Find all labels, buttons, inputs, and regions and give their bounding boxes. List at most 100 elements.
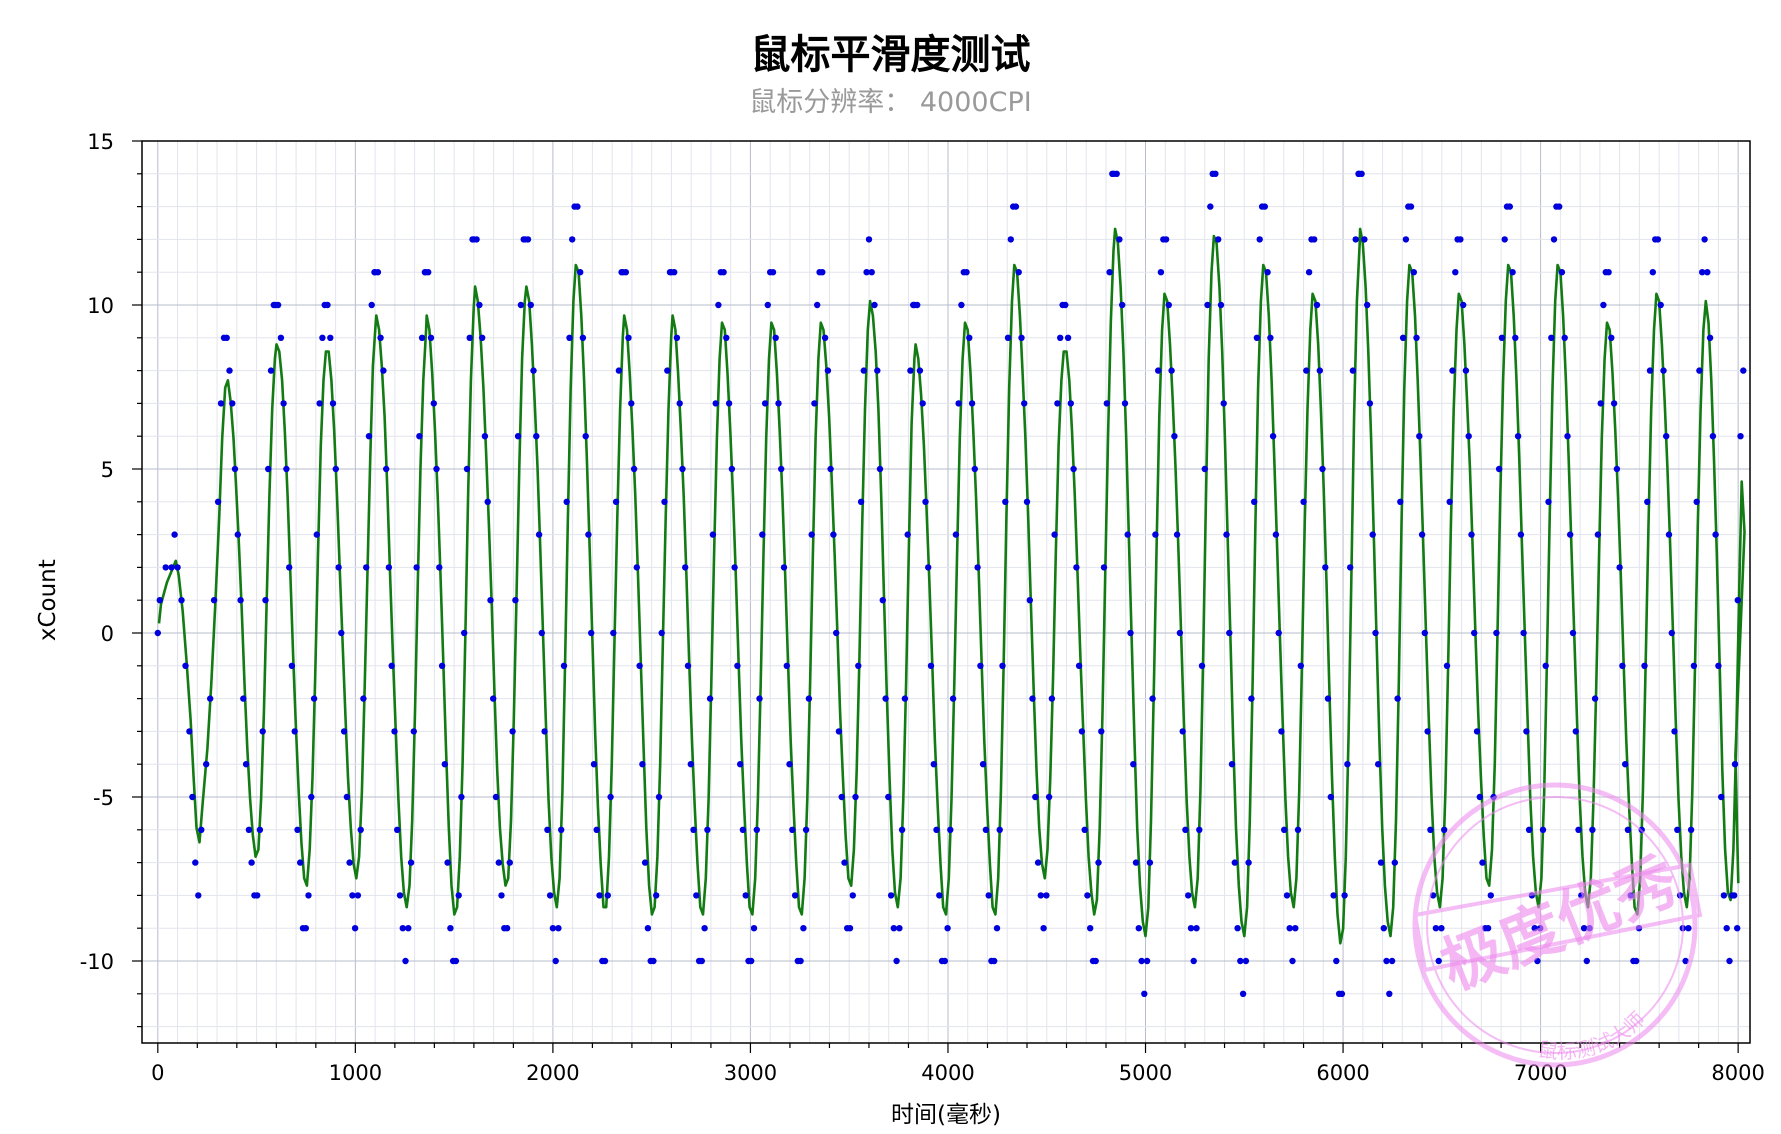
data-point [887,892,895,899]
data-point [684,662,692,669]
smoothed-line [157,227,1746,945]
x-axis-title: 时间(毫秒) [891,1102,1001,1128]
data-point [210,597,218,604]
data-point [427,334,435,341]
data-point [1231,859,1239,866]
data-point [1215,236,1222,243]
data-point [1438,925,1445,932]
x-tick-label: 6000 [1316,1061,1369,1085]
data-point [775,400,782,407]
data-point [593,826,600,833]
data-point [690,826,697,833]
data-point [354,892,362,899]
data-point [577,269,584,276]
data-point [791,892,799,899]
data-point [1067,400,1075,407]
y-tick-label: 10 [87,294,114,318]
data-point [709,531,717,538]
data-point [1358,170,1365,177]
y-axis-title: xCount [35,559,61,641]
data-point [1292,925,1299,932]
data-point [182,662,189,669]
data-point [927,662,935,669]
data-point [305,892,312,899]
data-point [1032,793,1039,801]
data-point [1446,498,1453,505]
data-point [226,367,233,374]
data-point [1624,826,1632,833]
data-point [1283,892,1291,899]
data-point [533,433,540,440]
data-point [871,301,878,309]
data-point [262,597,269,604]
data-point [971,465,978,473]
data-point [1638,826,1645,833]
data-point [171,531,178,538]
data-point [1020,400,1028,407]
data-point [985,892,992,899]
data-point [1583,957,1591,965]
data-point [394,826,401,833]
data-point [436,564,443,571]
data-point [335,564,342,571]
data-point [256,826,264,833]
data-point [797,957,804,965]
data-point [1294,826,1302,833]
x-tick-label: 7000 [1514,1061,1567,1085]
data-point [1253,334,1261,341]
data-point [455,892,462,899]
data-point [1734,597,1742,604]
data-point [596,892,603,899]
data-point [1073,564,1080,571]
data-point [734,662,741,669]
data-point [941,957,948,965]
data-point [1242,957,1250,965]
data-point [242,761,250,768]
data-point [425,269,432,276]
data-point [1311,236,1318,243]
data-point [1234,925,1241,932]
x-tick-label: 0 [151,1061,164,1085]
data-point [601,957,609,965]
data-point [267,367,275,374]
data-point [402,957,409,965]
data-point [329,400,337,407]
data-point [1418,531,1426,538]
data-point [1509,269,1516,276]
data-point [731,564,738,571]
data-point [963,269,970,276]
data-point [1264,269,1271,276]
data-point [1460,301,1467,309]
data-point [280,400,287,407]
data-point [1712,531,1719,538]
data-point [240,695,247,702]
data-point [855,662,862,669]
data-point [1361,236,1368,243]
data-point [1239,990,1247,997]
data-point [385,564,393,571]
data-point [1012,203,1020,210]
data-point [1386,990,1393,997]
data-point [447,925,454,932]
data-point [1399,334,1407,341]
data-point [1525,826,1533,833]
data-point [753,826,760,833]
data-point [1075,662,1083,669]
data-point [955,400,962,407]
data-point [313,531,320,538]
data-point [1149,695,1156,702]
data-point [715,301,722,309]
data-point [579,334,587,341]
data-point [1550,236,1558,243]
data-point [1493,629,1500,637]
data-point [357,826,364,833]
data-point [288,662,296,669]
data-point [1171,433,1178,440]
data-point [1660,367,1667,374]
data-point [283,465,290,473]
data-point [254,892,261,899]
data-point [1479,859,1486,866]
data-point [509,728,516,735]
data-point [1706,334,1714,341]
data-point [1597,400,1604,407]
